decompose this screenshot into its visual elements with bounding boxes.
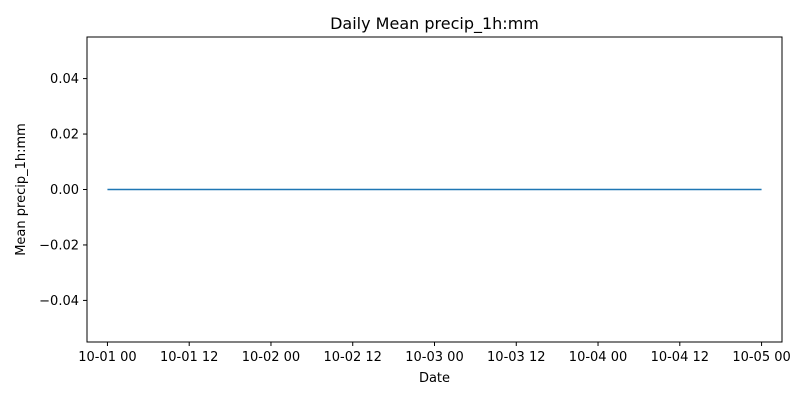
x-axis-label: Date xyxy=(419,371,450,386)
y-tick-label: 0.02 xyxy=(50,128,79,143)
y-tick-label: −0.02 xyxy=(39,238,79,253)
x-tick-label: 10-02 12 xyxy=(324,350,382,365)
x-tick-label: 10-01 00 xyxy=(78,350,136,365)
x-tick-label: 10-03 12 xyxy=(487,350,545,365)
plot-frame xyxy=(86,36,783,343)
x-tick-label: 10-01 12 xyxy=(160,350,218,365)
x-tick-label: 10-04 12 xyxy=(651,350,709,365)
y-tick-label: 0.00 xyxy=(50,183,79,198)
y-tick-label: −0.04 xyxy=(39,294,79,309)
x-tick-label: 10-05 00 xyxy=(732,350,790,365)
x-tick-label: 10-02 00 xyxy=(242,350,300,365)
chart-title: Daily Mean precip_1h:mm xyxy=(330,14,539,34)
y-tick-label: 0.04 xyxy=(50,72,79,87)
x-tick-label: 10-04 00 xyxy=(569,350,627,365)
x-tick-label: 10-03 00 xyxy=(405,350,463,365)
y-axis-label: Mean precip_1h:mm xyxy=(14,123,29,256)
